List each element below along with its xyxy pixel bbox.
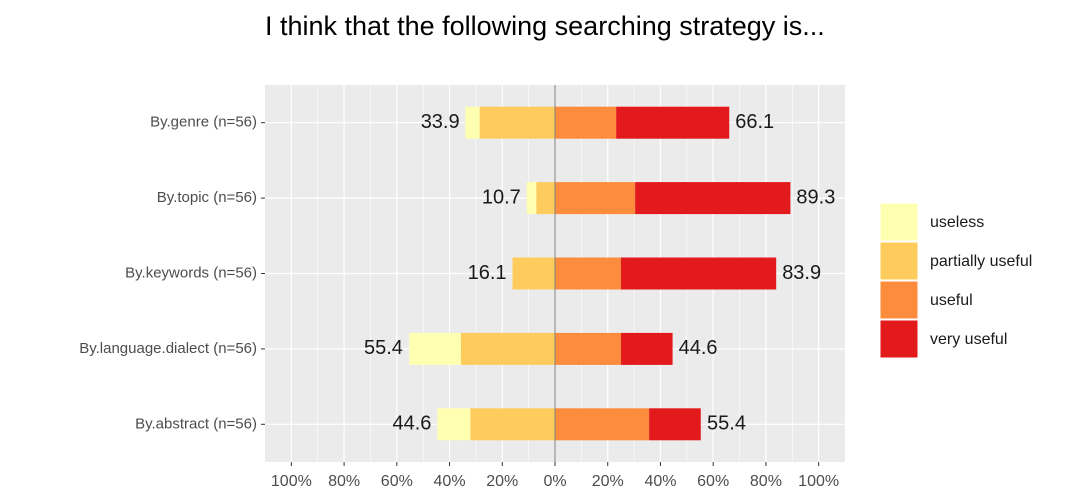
legend-swatch — [879, 280, 919, 320]
value-label: 55.4 — [364, 337, 403, 359]
legend-swatch — [879, 319, 919, 359]
x-tick-label: 40% — [644, 473, 676, 490]
bar-segment — [479, 106, 555, 139]
bar-segment — [526, 182, 537, 215]
bar-segment — [616, 106, 730, 139]
bar-segment — [460, 332, 555, 365]
value-label: 10.7 — [482, 186, 521, 208]
y-tick-label: By.abstract (n=56) — [135, 415, 257, 432]
value-label: 89.3 — [796, 186, 835, 208]
bar-segment — [555, 408, 650, 441]
legend-label: partially useful — [930, 253, 1032, 270]
title-box: I think that the following searching str… — [265, 12, 825, 41]
value-label: 66.1 — [735, 111, 774, 133]
value-label: 16.1 — [468, 262, 507, 284]
legend-swatch — [879, 241, 919, 281]
x-tick-label: 100% — [271, 473, 312, 490]
bar-segment — [536, 182, 555, 215]
legend-label: very useful — [930, 331, 1007, 348]
bar-segment — [635, 182, 791, 215]
y-tick-label: By.topic (n=56) — [157, 189, 257, 206]
chart-title: I think that the following searching str… — [265, 12, 825, 41]
value-label: 83.9 — [782, 262, 821, 284]
x-tick-label: 40% — [434, 473, 466, 490]
x-tick-label: 20% — [486, 473, 518, 490]
bar-segment — [555, 257, 621, 290]
x-tick-label: 100% — [798, 473, 839, 490]
bar-segment — [555, 182, 636, 215]
value-label: 33.9 — [421, 111, 460, 133]
x-tick-label: 20% — [592, 473, 624, 490]
bar-segment — [555, 106, 617, 139]
legend-label: useless — [930, 214, 984, 231]
bar-segment — [512, 257, 555, 290]
bar-segment — [649, 408, 701, 441]
y-tick-label: By.language.dialect (n=56) — [79, 340, 257, 357]
legend-swatch — [879, 202, 919, 242]
x-tick-label: 0% — [543, 473, 566, 490]
x-tick-label: 80% — [328, 473, 360, 490]
bar-segment — [465, 106, 480, 139]
value-label: 55.4 — [707, 413, 746, 435]
y-tick-label: By.genre (n=56) — [150, 114, 257, 131]
x-tick-label: 60% — [697, 473, 729, 490]
value-label: 44.6 — [679, 337, 718, 359]
bar-segment — [409, 332, 461, 365]
bar-segment — [437, 408, 471, 441]
bar-segment — [620, 332, 673, 365]
x-tick-label: 60% — [381, 473, 413, 490]
x-tick-label: 80% — [750, 473, 782, 490]
bar-segment — [620, 257, 777, 290]
bar-segment — [470, 408, 555, 441]
legend-label: useful — [930, 292, 973, 309]
value-label: 44.6 — [392, 413, 431, 435]
y-tick-label: By.keywords (n=56) — [125, 264, 257, 281]
bar-segment — [555, 332, 621, 365]
